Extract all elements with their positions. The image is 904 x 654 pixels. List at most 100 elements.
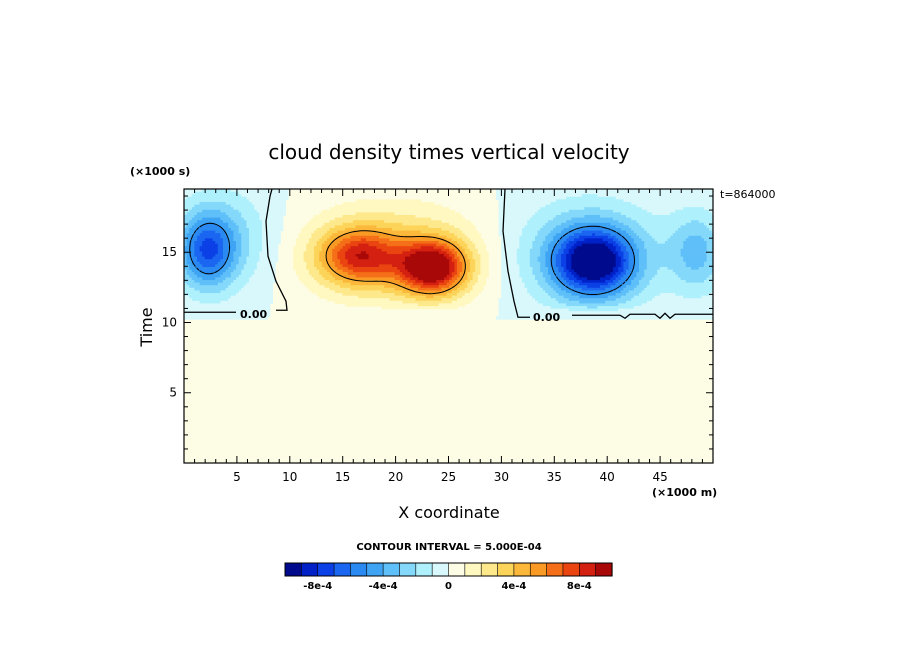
contour-fill-cell xyxy=(688,235,702,239)
contour-fill-cell xyxy=(444,246,450,250)
contour-fill-cell xyxy=(472,272,481,276)
contour-fill-cell xyxy=(568,248,575,252)
colorbar-swatch xyxy=(480,562,499,577)
contour-fill-cell xyxy=(405,282,414,286)
contour-fill-cell xyxy=(259,215,284,219)
contour-fill-cell xyxy=(410,293,448,297)
contour-fill-cell xyxy=(540,207,585,211)
contour-fill-cell xyxy=(563,277,570,281)
contour-fill-cell xyxy=(186,238,193,242)
contour-fill-cell xyxy=(615,235,624,239)
contour-fill-cell xyxy=(615,264,622,268)
contour-fill-cell xyxy=(225,287,242,291)
contour-fill-cell xyxy=(457,287,466,291)
x-tick-label: 30 xyxy=(494,470,509,484)
contour-fill-cell xyxy=(425,295,435,299)
contour-fill-cell xyxy=(501,256,518,260)
contour-fill-cell xyxy=(475,261,481,265)
contour-fill-cell xyxy=(600,215,627,219)
contour-fill-cell xyxy=(623,264,630,268)
contour-fill-cell xyxy=(394,212,461,216)
contour-fill-cell xyxy=(337,251,346,255)
contour-fill-cell xyxy=(306,222,325,226)
contour-fill-cell xyxy=(633,238,643,242)
contour-fill-cell xyxy=(327,238,336,242)
contour-fill-cell xyxy=(574,243,583,247)
contour-fill-cell xyxy=(184,277,193,281)
contour-fill-cell xyxy=(646,209,676,213)
contour-fill-cell xyxy=(566,280,575,284)
contour-fill-cell xyxy=(236,267,245,271)
contour-fill-cell xyxy=(558,248,565,252)
contour-fill-cell xyxy=(407,269,450,273)
colorbar-swatch xyxy=(497,562,515,577)
contour-fill-cell xyxy=(184,194,193,198)
contour-fill-cell xyxy=(345,303,419,307)
contour-fill-cell xyxy=(553,228,565,232)
contour-fill-cell xyxy=(259,251,279,255)
contour-fill-cell xyxy=(628,274,637,278)
contour-fill-cell xyxy=(706,254,713,258)
contour-fill-cell xyxy=(498,298,536,302)
contour-fill-cell xyxy=(246,220,263,224)
contour-fill-cell xyxy=(186,259,193,263)
contour-fill-cell xyxy=(540,269,549,273)
contour-fill-cell xyxy=(454,261,458,265)
colorbar-swatch xyxy=(350,562,368,577)
contour-fill-cell xyxy=(563,269,570,273)
contour-fill-cell xyxy=(529,264,541,268)
contour-fill-cell xyxy=(618,269,624,273)
contour-fill-cell xyxy=(316,280,331,284)
contour-fill-cell xyxy=(233,269,242,273)
contour-fill-cell xyxy=(706,243,713,247)
contour-fill-cell xyxy=(563,295,580,299)
contour-fill-cell xyxy=(540,264,546,268)
contour-fill-cell xyxy=(540,254,546,258)
contour-fill-cell xyxy=(321,209,455,213)
contour-fill-cell xyxy=(184,267,190,271)
contour-fill-cell xyxy=(184,274,190,278)
contour-fill-cell xyxy=(579,235,609,239)
contour-fill-cell xyxy=(457,264,463,268)
contour-fill-cell xyxy=(633,256,640,260)
contour-fill-cell xyxy=(615,272,622,276)
contour-fill-cell xyxy=(649,233,674,237)
contour-fill-cell xyxy=(306,243,318,247)
contour-fill-cell xyxy=(340,285,385,289)
contour-fill-cell xyxy=(241,269,255,273)
contour-fill-cell xyxy=(355,274,401,278)
contour-fill-cell xyxy=(303,251,315,255)
contour-fill-cell xyxy=(498,306,552,310)
contour-fill-cell xyxy=(243,217,260,221)
contour-fill-cell xyxy=(628,251,635,255)
contour-fill-cell xyxy=(345,251,362,255)
contour-fill-cell xyxy=(191,238,198,242)
contour-fill-cell xyxy=(691,267,700,271)
contour-fill-cell xyxy=(230,246,237,250)
contour-fill-cell xyxy=(631,246,637,250)
contour-fill-cell xyxy=(298,277,315,281)
contour-fill-cell xyxy=(633,248,640,252)
contour-fill-cell xyxy=(480,267,489,271)
contour-fill-cell xyxy=(618,308,713,312)
contour-fill-cell xyxy=(295,272,310,276)
contour-fill-cell xyxy=(319,254,328,258)
x-tick-label: 5 xyxy=(233,470,241,484)
contour-fill-cell xyxy=(472,251,479,255)
contour-fill-cell xyxy=(555,264,562,268)
contour-fill-cell xyxy=(199,290,221,294)
contour-fill-cell xyxy=(241,272,255,276)
contour-fill-cell xyxy=(337,267,349,271)
contour-fill-cell xyxy=(457,298,474,302)
contour-fill-cell xyxy=(316,243,323,247)
contour-fill-cell xyxy=(540,228,554,232)
contour-fill-cell xyxy=(337,243,346,247)
contour-fill-cell xyxy=(449,264,455,268)
contour-fill-cell xyxy=(574,233,593,237)
contour-fill-cell xyxy=(610,222,624,226)
contour-fill-cell xyxy=(576,246,609,250)
contour-fill-cell xyxy=(550,295,565,299)
contour-fill-cell xyxy=(220,209,240,213)
contour-fill-cell xyxy=(610,290,622,294)
contour-fill-cell xyxy=(555,233,567,237)
